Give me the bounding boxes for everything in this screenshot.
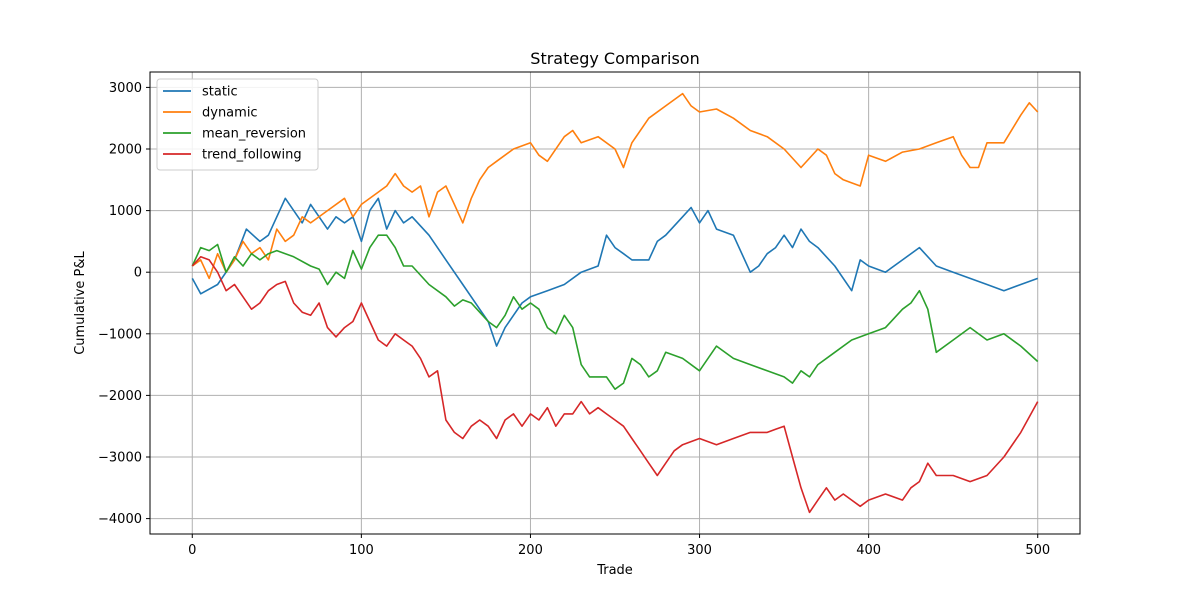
y-tick-label: −2000 <box>98 389 142 404</box>
series-lines <box>191 92 1039 514</box>
axes-frame <box>149 71 1081 535</box>
legend: static dynamic mean_reversion trend_followi… <box>156 78 319 171</box>
series-line-static <box>191 197 1038 347</box>
x-tick-label: 100 <box>349 543 374 558</box>
x-tick-label: 500 <box>1025 543 1050 558</box>
legend-label-mean-reversion: mean_reversion <box>202 127 306 142</box>
legend-label-static: static <box>202 85 238 100</box>
y-tick-label: −1000 <box>98 327 142 342</box>
ticks: 0 100 200 300 400 500 −4000 −3000 −2000 −1000 0 100… <box>98 81 1050 558</box>
legend-label-dynamic: dynamic <box>202 106 258 121</box>
y-tick-label: −3000 <box>98 451 142 466</box>
y-tick-label: 1000 <box>109 204 142 219</box>
chart-title: Strategy Comparison <box>530 49 699 68</box>
y-tick-label: 3000 <box>109 81 142 96</box>
legend-box <box>156 78 319 171</box>
series-line-dynamic <box>191 92 1039 280</box>
y-tick-label: 2000 <box>109 143 142 158</box>
x-tick-label: 0 <box>188 543 196 558</box>
y-tick-label: 0 <box>134 266 142 281</box>
x-axis-label: Trade <box>596 563 633 578</box>
x-tick-label: 300 <box>687 543 712 558</box>
legend-label-trend-following: trend_following <box>202 148 302 163</box>
x-tick-label: 400 <box>856 543 881 558</box>
x-tick-label: 200 <box>518 543 543 558</box>
y-tick-label: −4000 <box>98 512 142 527</box>
y-axis-label: Cumulative P&L <box>73 250 88 354</box>
series-line-mean-reversion <box>191 234 1039 391</box>
series-line-trend-following <box>191 255 1039 514</box>
